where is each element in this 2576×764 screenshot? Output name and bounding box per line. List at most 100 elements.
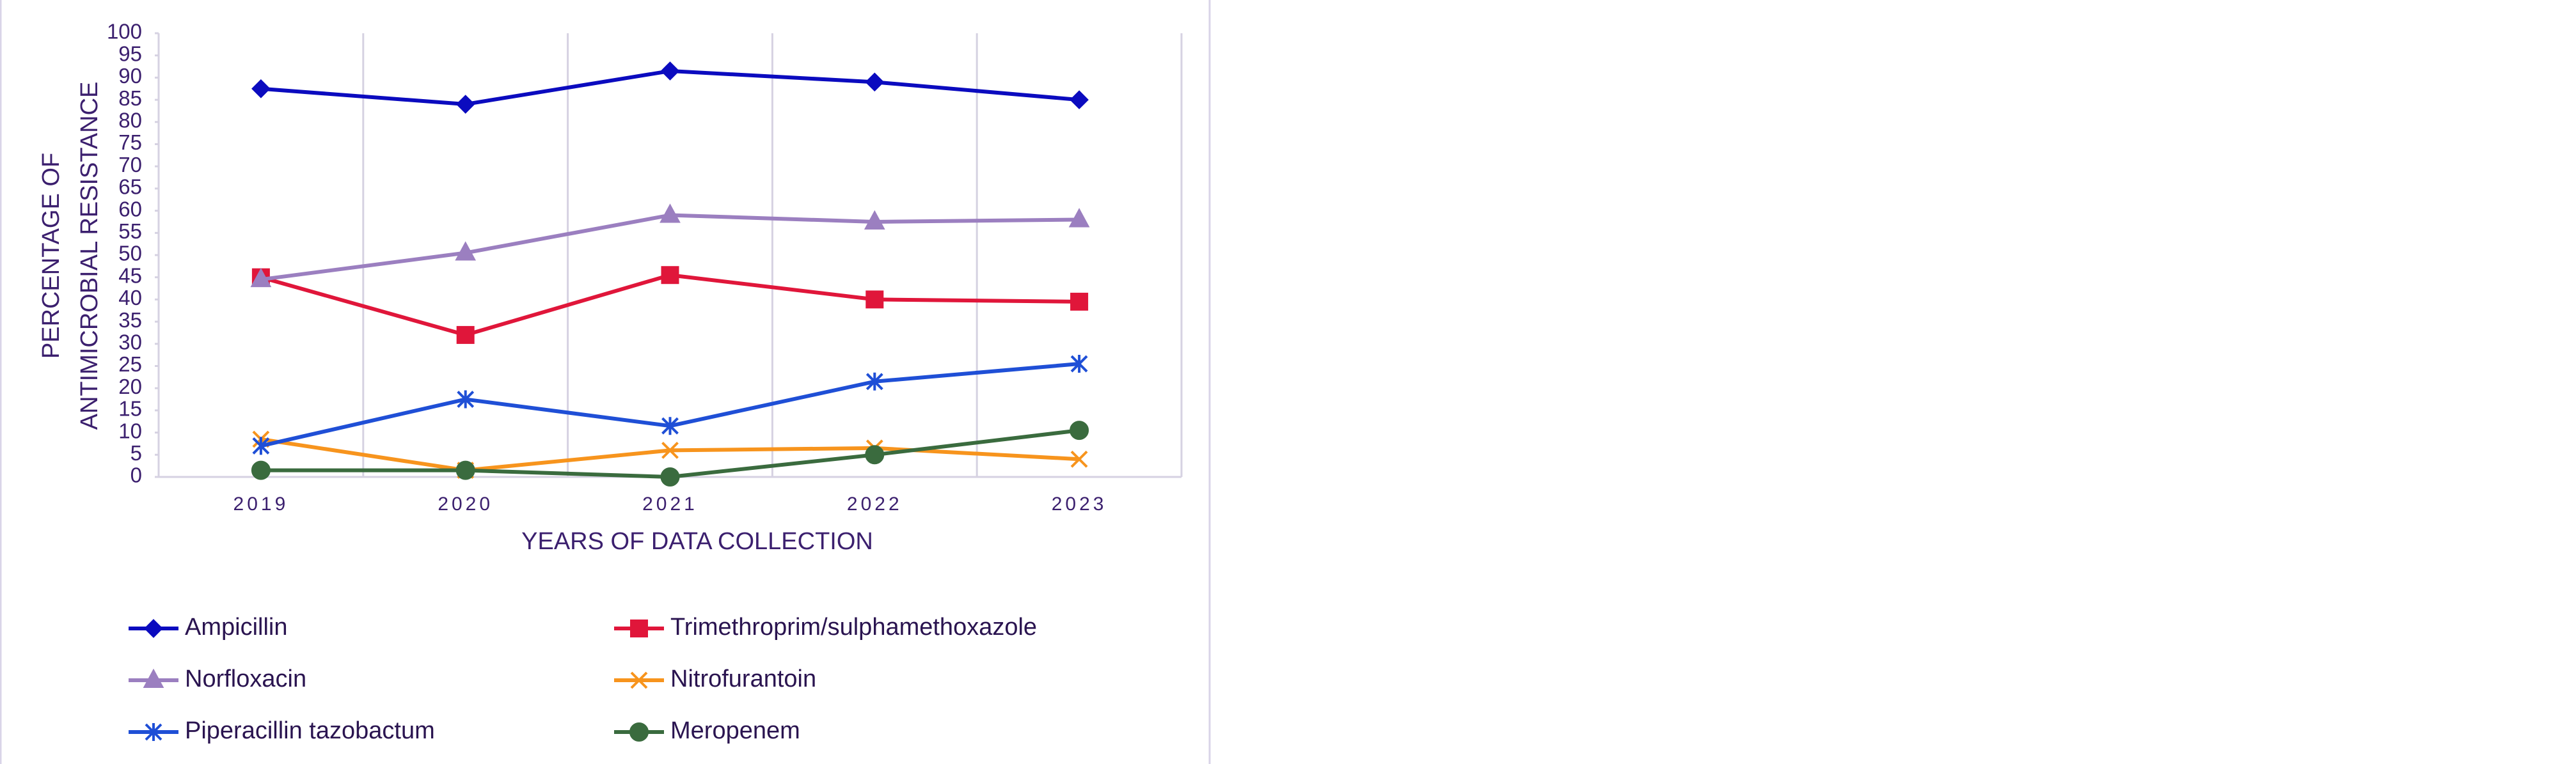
x-tick-label: 2019 [233,494,289,515]
y-tick-label: 45 [118,263,142,287]
legend-label: Meropenem [670,717,800,744]
legend-label: Piperacillin tazobactum [185,717,435,744]
marker [1070,450,1088,468]
marker [1070,292,1089,311]
legend-item: Ampicillin [129,614,287,641]
legend-item: Meropenem [614,717,800,744]
series-line [260,273,1080,337]
marker-shape [251,79,271,98]
x-tick-label: 2021 [642,494,698,515]
x-tick-label: 2020 [438,494,493,515]
marker-shape [144,619,163,638]
legend-label: Ampicillin [185,614,287,641]
marker-shape [252,437,270,455]
y-tick-label: 5 [130,441,142,465]
marker-shape [864,210,885,230]
y-tick-label: 60 [118,197,142,221]
x-tick-label: 2022 [847,494,903,515]
marker [661,266,679,285]
marker [630,620,648,637]
marker [865,445,885,465]
legend-label: Nitrofurantoin [670,666,816,692]
y-tick-label: 50 [118,242,142,265]
marker [252,437,270,455]
y-tick-label: 25 [118,352,142,376]
y-tick-label: 10 [118,419,142,442]
marker-shape [865,445,885,465]
marker [1070,421,1089,440]
marker-shape [660,203,681,223]
marker-shape [455,95,475,114]
legend-item: Trimethroprim/sulphamethoxazole [614,614,1037,641]
marker-shape [456,325,475,344]
y-tick-label: 75 [118,130,142,154]
marker-shape [251,460,271,480]
marker-shape [660,467,680,487]
marker-shape [1070,90,1089,109]
marker-shape [455,241,477,261]
y-axis-title-line: PERCENTAGE OF [38,153,65,359]
legend-item: Nitrofurantoin [614,666,816,692]
marker [661,417,679,435]
marker [144,619,163,638]
y-tick-label: 0 [130,464,142,487]
marker [1070,90,1089,109]
marker [455,95,475,114]
marker-shape [250,267,272,288]
marker [865,72,885,92]
y-axis-title: PERCENTAGE OF ANTIMICROBIAL RESISTANCE [38,82,103,430]
marker [660,203,681,223]
marker [457,390,475,409]
marker-shape [629,722,649,742]
marker [661,441,679,459]
marker [251,79,271,98]
marker-shape [865,72,885,92]
marker-shape [661,441,679,459]
marker-shape [145,723,162,741]
marker-shape [457,390,475,409]
marker-shape [661,266,679,285]
legend-item: Norfloxacin [129,666,306,692]
marker [145,723,162,741]
y-tick-label: 15 [118,397,142,421]
marker [251,460,271,480]
y-tick-label: 70 [118,153,142,176]
y-tick-label: 80 [118,109,142,132]
marker-shape [1068,208,1090,228]
marker-shape [1070,355,1088,373]
y-tick-label: 55 [118,219,142,243]
y-tick-label: 90 [118,64,142,88]
marker [864,210,885,230]
legend-item: Piperacillin tazobactum [129,717,435,744]
marker-shape [865,372,883,391]
marker [660,61,680,81]
x-axis-title: YEARS OF DATA COLLECTION [521,528,873,555]
legend-label: Trimethroprim/sulphamethoxazole [670,614,1037,641]
y-tick-label: 30 [118,331,142,354]
y-tick-label: 35 [118,308,142,332]
marker-shape [661,417,679,435]
y-tick-label: 20 [118,375,142,398]
marker-shape [1070,421,1089,440]
marker [629,722,649,742]
marker-shape [630,620,648,637]
marker [865,372,883,391]
y-tick-label: 95 [118,42,142,65]
marker [630,671,648,689]
legend-label: Norfloxacin [185,666,306,692]
marker [455,460,475,480]
chart-border [0,0,1211,764]
x-tick-label: 2023 [1052,494,1107,515]
marker [1070,355,1088,373]
marker-shape [865,290,884,309]
y-tick-label: 40 [118,286,142,309]
marker-shape [1070,292,1089,311]
marker [456,325,475,344]
marker-shape [143,668,164,688]
marker-shape [1070,450,1088,468]
marker-shape [455,460,475,480]
marker [250,267,272,288]
y-axis-title-line: ANTIMICROBIAL RESISTANCE [76,82,103,430]
